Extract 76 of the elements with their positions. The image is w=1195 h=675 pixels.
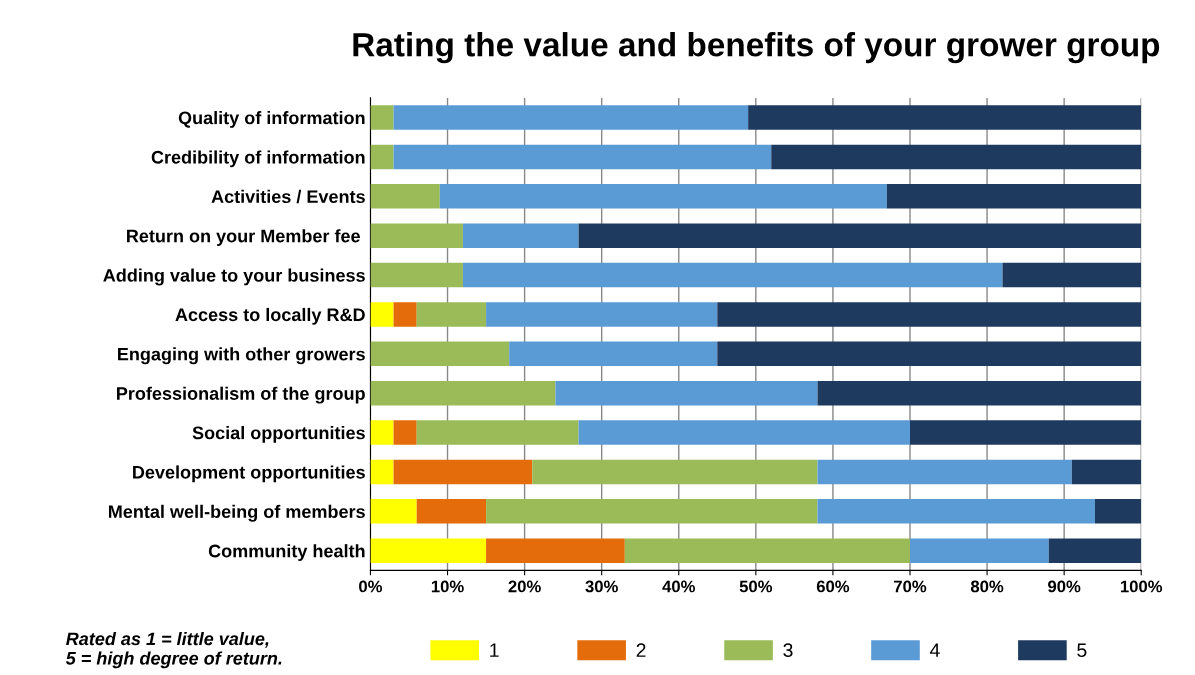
bar [462,262,1003,288]
bar [1094,499,1142,524]
bar [393,144,772,170]
bar [462,223,579,248]
y-tick-label: Professionalism of the group [117,386,365,404]
legend-label: 3 [783,643,793,658]
x-tick-label: 100% [1120,580,1163,593]
bar [717,302,1142,327]
y-tick-label: Mental well-being of members [108,504,365,522]
y-tick-label: Social opportunities [192,426,365,443]
bar [370,341,510,367]
bar [817,380,1142,406]
bar [717,341,1142,367]
bar [393,420,417,445]
x-tick-label: 60% [816,580,850,593]
x-tick-label: 50% [739,580,773,593]
bar [578,420,910,445]
bar [393,302,417,327]
text: Rated as 1 = little value, 5 = high degree of return. [65,631,282,669]
x-tick-label: 10% [431,580,464,593]
bar [817,499,1095,524]
bar [486,499,818,524]
legend-label: 5 [1077,643,1087,658]
bar [532,459,818,485]
chart-title: Rating the value and benefits of your grower group [353,32,1160,64]
bar [416,499,487,524]
bar [370,302,394,327]
bar [624,538,910,563]
bar [370,223,463,248]
bar [1071,459,1142,485]
x-tick-label: 0% [359,580,383,593]
bar [486,538,625,563]
legend-label: 4 [929,643,940,657]
bar [748,105,1142,130]
bar [370,420,394,445]
legend-label: 2 [636,643,646,657]
y-tick-label: Engaging with other growers [118,347,365,365]
bar [1048,538,1142,563]
y-tick-label: Activities / Events [211,189,365,204]
bar [416,302,487,327]
bar [370,499,417,524]
y-tick-label: Credibility of information [151,150,365,168]
bar [370,380,556,406]
x-tick-label: 70% [894,580,927,593]
bar [393,459,533,485]
x-tick-label: 20% [508,580,541,593]
bar [509,341,718,367]
bar [555,380,818,406]
bar [370,262,463,288]
bar [1002,262,1142,288]
x-tick-label: 80% [970,580,1004,593]
legend-label: 1 [490,643,499,657]
bar [771,144,1142,170]
bar [886,184,1142,209]
x-tick-label: 30% [585,580,618,593]
bar [393,105,749,130]
bar [439,184,887,209]
bar [370,184,440,209]
bar [370,459,394,485]
x-tick-label: 90% [1048,580,1081,593]
bar [416,420,579,445]
bar [370,144,394,170]
bar [909,538,1049,563]
bar [370,538,487,563]
bar [817,459,1072,485]
y-tick-label: Development opportunities [133,465,365,483]
y-tick-label: Access to locally R&D [175,307,365,325]
y-tick-label: Return on your Member fee [127,229,360,246]
bar [909,420,1142,445]
bar [486,302,718,327]
bar [370,105,394,130]
x-tick-label: 40% [662,580,695,593]
y-tick-label: Community health [208,544,365,561]
y-tick-label: Adding value to your business [103,268,365,286]
bar [578,223,1142,248]
y-tick-label: Quality of information [178,111,365,128]
